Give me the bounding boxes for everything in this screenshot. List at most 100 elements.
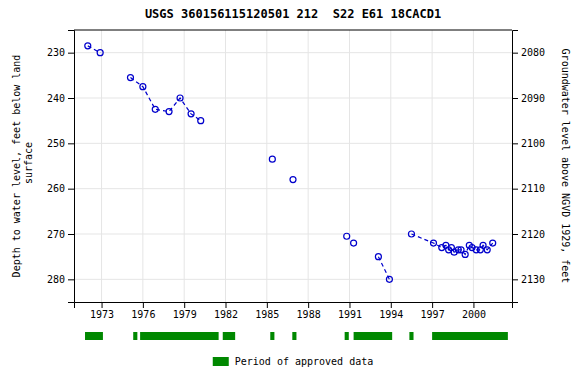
- approved-period: [292, 332, 296, 340]
- tick-label: 1973: [90, 309, 114, 320]
- tick: 1976: [131, 302, 155, 320]
- y-axis-line: [68, 31, 75, 303]
- legend-item: Period of approved data: [213, 356, 373, 367]
- tick-mark: [68, 279, 74, 280]
- tick-label: 250: [47, 138, 65, 149]
- tick-label: 1976: [131, 309, 155, 320]
- data-point: [97, 50, 103, 56]
- grid-line: [74, 143, 512, 144]
- tick: 1991: [338, 302, 362, 320]
- marks: [85, 43, 496, 282]
- tick: 1988: [297, 302, 321, 320]
- grid-line: [266, 30, 267, 302]
- grid: [74, 30, 512, 302]
- tick: 1994: [379, 302, 403, 320]
- grid-line: [473, 30, 474, 302]
- x-axis-line: [75, 303, 513, 309]
- approved-period: [409, 332, 413, 340]
- tick: 2110: [512, 183, 545, 194]
- tick-mark: [512, 279, 518, 280]
- tick-label: 2110: [521, 183, 545, 194]
- data-point: [198, 118, 204, 124]
- dashed-line: [411, 234, 492, 254]
- tick-mark: [68, 98, 74, 99]
- grid-line: [74, 188, 512, 189]
- tick-mark: [68, 53, 74, 54]
- tick: 250: [47, 138, 74, 149]
- grid-line: [101, 30, 102, 302]
- data-point: [177, 95, 183, 101]
- data-point: [484, 247, 490, 253]
- tick-label: 2080: [521, 47, 545, 58]
- tick-mark: [391, 302, 392, 308]
- tick-label: 1997: [421, 309, 445, 320]
- legend: Period of approved data: [213, 356, 373, 367]
- tick-label: 1988: [297, 309, 321, 320]
- tick: 1979: [173, 302, 197, 320]
- data-point: [127, 75, 133, 81]
- tick: 260: [47, 183, 74, 194]
- tick: 240: [47, 93, 74, 104]
- plot-area: 1973 1976 1979 1982 1985 1988 1991 1994 1997 2000…: [47, 30, 545, 340]
- data-point: [152, 106, 158, 112]
- data-point: [140, 84, 146, 90]
- tick-mark: [226, 302, 227, 308]
- tick-mark: [68, 189, 74, 190]
- chart: 1973 1976 1979 1982 1985 1988 1991 1994 1997 2000…: [0, 0, 576, 384]
- grid-line: [74, 98, 512, 99]
- grid-line: [74, 52, 512, 53]
- data-point: [351, 240, 357, 246]
- approved-period: [345, 332, 349, 340]
- data-point: [188, 111, 194, 117]
- tick: 1973: [90, 302, 114, 320]
- tick-label: 240: [47, 93, 65, 104]
- tick: 1982: [214, 302, 238, 320]
- tick-mark: [143, 302, 144, 308]
- tick: 2000: [462, 302, 486, 320]
- approved-strip: [85, 332, 508, 340]
- data-point: [462, 251, 468, 257]
- tick-label: 260: [47, 183, 65, 194]
- dashed-line: [88, 46, 100, 53]
- dashed-line: [378, 257, 389, 280]
- tick-label: 2120: [521, 229, 545, 240]
- tick: 1985: [255, 302, 279, 320]
- tick-mark: [432, 302, 433, 308]
- data-point: [430, 240, 436, 246]
- data-point: [166, 109, 172, 115]
- data-point: [375, 254, 381, 260]
- tick-mark: [308, 302, 309, 308]
- tick: 2120: [512, 229, 545, 240]
- tick: 2080: [512, 47, 545, 58]
- data-point: [386, 276, 392, 282]
- data-point: [344, 233, 350, 239]
- approved-period: [270, 332, 274, 340]
- title: USGS 360156115120501 212 S22 E61 18CACD1: [145, 7, 441, 21]
- data-point: [85, 43, 91, 49]
- tick: 2130: [512, 274, 545, 285]
- tick-label: 1982: [214, 309, 238, 320]
- dashed-line: [130, 78, 200, 121]
- data-point: [490, 240, 496, 246]
- approved-period: [85, 332, 103, 340]
- tick-mark: [349, 302, 350, 308]
- tick-mark: [512, 189, 518, 190]
- tick-label: 2130: [521, 274, 545, 285]
- grid-line: [308, 30, 309, 302]
- tick-label: 1994: [379, 309, 403, 320]
- x-axis: 1973 1976 1979 1982 1985 1988 1991 1994 1997 2000: [75, 302, 513, 320]
- tick-mark: [68, 234, 74, 235]
- data-point: [269, 156, 275, 162]
- y2-axis-line: [513, 31, 519, 303]
- tick: 280: [47, 274, 74, 285]
- grid-line: [74, 279, 512, 280]
- tick-label: 270: [47, 229, 65, 240]
- approved-period: [140, 332, 219, 340]
- approved-period: [223, 332, 235, 340]
- approved-period: [133, 332, 137, 340]
- tick-label: 280: [47, 274, 65, 285]
- grid-line: [142, 30, 143, 302]
- tick: 2090: [512, 93, 545, 104]
- legend-swatch: [213, 357, 229, 366]
- y-axis: 230240250260270280: [47, 31, 75, 303]
